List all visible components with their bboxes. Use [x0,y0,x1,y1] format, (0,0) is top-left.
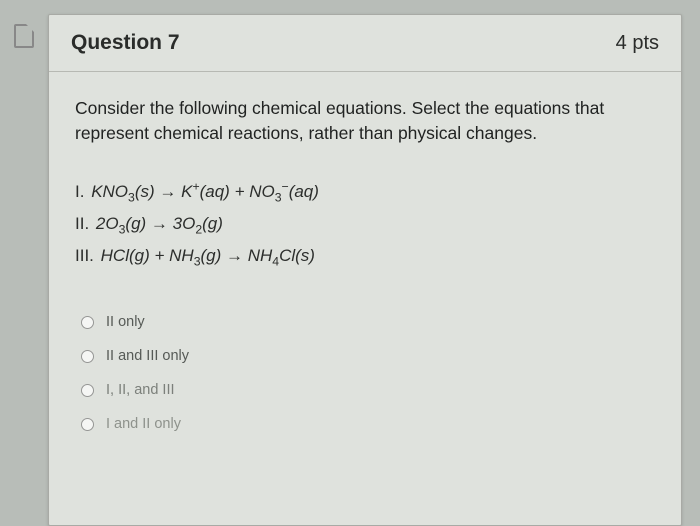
question-card: Question 7 4 pts Consider the following … [48,14,682,526]
question-prompt: Consider the following chemical equation… [75,96,655,147]
question-title: Question 7 [71,31,180,55]
equation-3-formula: HCl(g) + NH3(g) → NH4Cl(s) [101,246,315,265]
page-icon [14,24,34,48]
option-d-radio[interactable] [81,418,94,431]
equation-2-formula: 2O3(g) → 3O2(g) [96,214,223,233]
option-d-label: I and II only [106,416,181,432]
option-b-radio[interactable] [81,350,94,363]
answer-options: II only II and III only I, II, and III I… [75,305,655,441]
equation-2-label: II. [75,210,89,238]
question-points: 4 pts [616,32,659,55]
option-a-label: II only [106,314,145,330]
question-header: Question 7 4 pts [49,15,681,72]
question-body: Consider the following chemical equation… [49,72,681,451]
option-a-radio[interactable] [81,316,94,329]
option-b[interactable]: II and III only [75,339,655,373]
equation-2: II. 2O3(g) → 3O2(g) [75,210,655,240]
option-c-label: I, II, and III [106,382,175,398]
equation-1-formula: KNO3(s) → K+(aq) + NO3−(aq) [91,182,319,201]
equations-block: I. KNO3(s) → K+(aq) + NO3−(aq) II. 2O3(g… [75,177,655,271]
equation-1-label: I. [75,178,84,206]
equation-1: I. KNO3(s) → K+(aq) + NO3−(aq) [75,177,655,208]
equation-3: III. HCl(g) + NH3(g) → NH4Cl(s) [75,242,655,272]
equation-3-label: III. [75,242,94,270]
option-c-radio[interactable] [81,384,94,397]
option-b-label: II and III only [106,348,189,364]
option-d[interactable]: I and II only [75,407,655,441]
option-a[interactable]: II only [75,305,655,339]
option-c[interactable]: I, II, and III [75,373,655,407]
